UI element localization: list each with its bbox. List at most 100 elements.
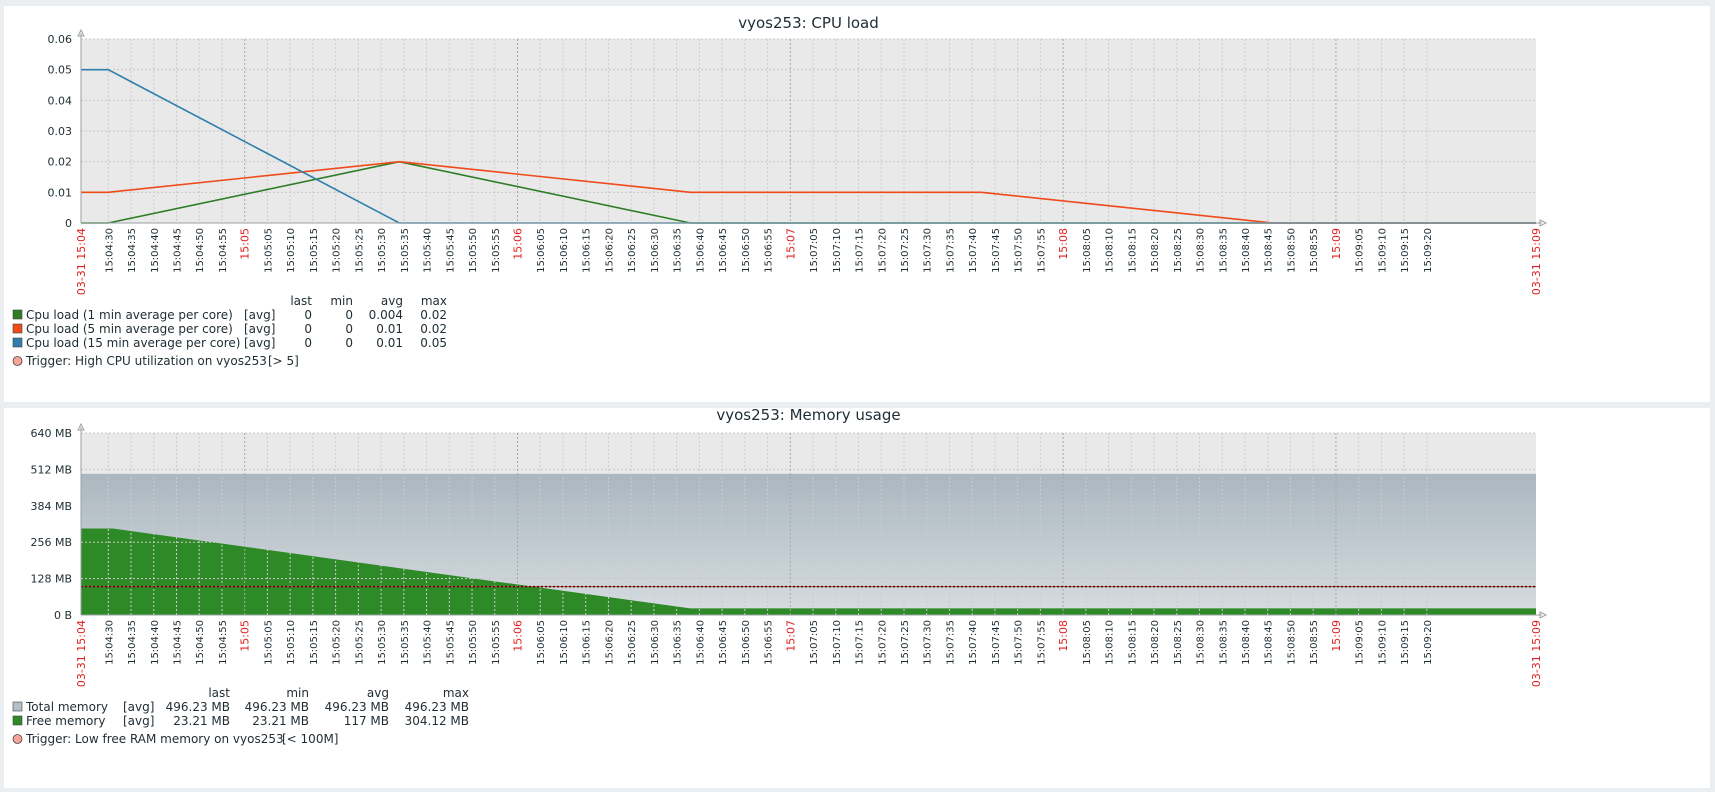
mem-x-tick-label: 15:07:05 — [809, 620, 820, 665]
cpu-x-tick-label: 15:08:55 — [1309, 228, 1320, 273]
mem-chart-title: vyos253: Memory usage — [716, 406, 900, 424]
mem-legend-stat-value: 496.23 MB — [405, 700, 469, 714]
cpu-legend-series-func: [avg] — [244, 322, 275, 336]
cpu-x-tick-label: 15:06:10 — [559, 228, 570, 273]
mem-x-tick-label: 15:05:25 — [354, 620, 365, 665]
cpu-load-graph-panel: vyos253: CPU load 0 0.01 0.02 0.03 0.04 0.05 0.… — [4, 6, 1710, 402]
cpu-x-tick-label: 15:06:05 — [536, 228, 547, 273]
mem-x-tick-label: 15:04:55 — [218, 620, 229, 665]
mem-y-tick-label: 256 MB — [30, 536, 72, 549]
mem-legend-stat-value: 23.21 MB — [252, 714, 309, 728]
cpu-x-tick-label: 15:07:15 — [855, 228, 866, 273]
mem-x-tick-label: 15:08:30 — [1196, 620, 1207, 665]
mem-x-tick-label: 15:08:05 — [1082, 620, 1093, 665]
mem-legend-stat-value: 304.12 MB — [405, 714, 469, 728]
mem-x-tick-label: 15:08:20 — [1150, 620, 1161, 665]
cpu-x-tick-label: 15:06:50 — [741, 228, 752, 273]
mem-legend-series-name: Free memory — [26, 714, 105, 728]
cpu-x-tick-label: 15:08:35 — [1218, 228, 1229, 273]
mem-x-tick-label: 15:05:45 — [445, 620, 456, 665]
cpu-trigger-condition: [> 5] — [268, 354, 299, 368]
mem-x-tick-label: 15:06:30 — [650, 620, 661, 665]
cpu-x-tick-label: 15:07:45 — [991, 228, 1002, 273]
cpu-x-tick-label: 15:06:55 — [764, 228, 775, 273]
mem-x-tick-label: 15:08 — [1057, 620, 1070, 652]
cpu-legend-series-name: Cpu load (15 min average per core) — [26, 336, 240, 350]
cpu-legend-swatch-2 — [12, 337, 23, 348]
cpu-x-tick-label: 15:04:55 — [218, 228, 229, 273]
cpu-x-tick-label: 15:08:25 — [1173, 228, 1184, 273]
mem-x-tick-label: 15:05:30 — [377, 620, 388, 665]
cpu-x-tick-label: 15:07:25 — [900, 228, 911, 273]
mem-x-tick-label: 15:08:35 — [1218, 620, 1229, 665]
cpu-x-tick-label: 15:07:30 — [923, 228, 934, 273]
mem-x-tick-label: 15:06:35 — [673, 620, 684, 665]
mem-legend-swatch-0 — [12, 701, 23, 712]
cpu-x-tick-label: 15:05:20 — [332, 228, 343, 273]
mem-x-tick-label: 15:05:50 — [468, 620, 479, 665]
mem-x-tick-label: 15:07:15 — [855, 620, 866, 665]
mem-x-tick-label: 15:06:20 — [604, 620, 615, 665]
cpu-x-tick-label: 15:04:35 — [127, 228, 138, 273]
cpu-x-edge-label: 03-31 15:09 — [1530, 228, 1543, 295]
cpu-x-tick-label: 15:05:55 — [491, 228, 502, 273]
cpu-x-tick-label: 15:08:15 — [1127, 228, 1138, 273]
cpu-legend-swatch-0 — [12, 309, 23, 320]
mem-y-tick-label: 512 MB — [30, 463, 72, 476]
cpu-x-tick-label: 15:09:20 — [1423, 228, 1434, 273]
cpu-x-tick-label: 15:08 — [1057, 228, 1070, 260]
mem-legend-series-name: Total memory — [25, 700, 108, 714]
memory-usage-chart: vyos253: Memory usage 0 B 128 MB 256 MB 384 … — [12, 406, 1548, 746]
cpu-x-tick-label: 15:05:50 — [468, 228, 479, 273]
mem-x-tick-label: 15:08:50 — [1286, 620, 1297, 665]
mem-area-series-1 — [81, 528, 1536, 615]
mem-x-tick-label: 15:04:30 — [104, 620, 115, 665]
cpu-legend-stat-value: 0.02 — [420, 308, 447, 322]
mem-legend-column-header: avg — [367, 686, 389, 700]
mem-x-tick-label: 15:08:25 — [1173, 620, 1184, 665]
mem-x-tick-label: 15:05:35 — [400, 620, 411, 665]
cpu-x-tick-label: 15:09:05 — [1355, 228, 1366, 273]
cpu-y-tick-label: 0.04 — [48, 94, 73, 107]
cpu-legend-stat-value: 0 — [304, 336, 312, 350]
mem-x-tick-label: 15:06:10 — [559, 620, 570, 665]
mem-x-tick-label: 15:05:15 — [309, 620, 320, 665]
cpu-x-tick-label: 15:09 — [1330, 228, 1343, 260]
mem-legend-stat-value: 23.21 MB — [173, 714, 230, 728]
mem-x-tick-label: 15:09 — [1330, 620, 1343, 652]
cpu-legend-stat-value: 0.004 — [369, 308, 403, 322]
cpu-x-tick-label: 15:04:50 — [195, 228, 206, 273]
mem-trigger-indicator-icon — [12, 734, 23, 744]
cpu-y-tick-label: 0 — [65, 217, 72, 230]
cpu-legend-stat-value: 0 — [304, 322, 312, 336]
mem-legend-stat-value: 496.23 MB — [325, 700, 389, 714]
cpu-x-tick-label: 15:05:35 — [400, 228, 411, 273]
cpu-y-tick-label: 0.01 — [48, 186, 73, 199]
cpu-x-tick-label: 15:04:40 — [150, 228, 161, 273]
cpu-x-tick-label: 15:05:40 — [423, 228, 434, 273]
mem-trigger-label: Trigger: Low free RAM memory on vyos253 — [25, 732, 284, 746]
mem-legend-swatch-1 — [12, 715, 23, 726]
cpu-legend-column-header: min — [330, 294, 353, 308]
mem-y-tick-label: 128 MB — [30, 573, 72, 586]
mem-x-tick-label: 15:06:40 — [695, 620, 706, 665]
cpu-x-tick-label: 15:07:20 — [877, 228, 888, 273]
mem-x-tick-label: 15:07:50 — [1014, 620, 1025, 665]
cpu-y-axis-arrow-icon — [77, 28, 85, 37]
cpu-legend-stat-value: 0.01 — [376, 336, 403, 350]
cpu-legend-series-func: [avg] — [244, 308, 275, 322]
mem-x-tick-label: 15:08:45 — [1264, 620, 1275, 665]
mem-y-axis-arrow-icon — [77, 422, 85, 431]
cpu-x-tick-label: 15:06:30 — [650, 228, 661, 273]
mem-legend-series-func: [avg] — [123, 700, 154, 714]
cpu-x-tick-label: 15:08:05 — [1082, 228, 1093, 273]
cpu-x-tick-label: 15:07:35 — [945, 228, 956, 273]
cpu-y-tick-label: 0.05 — [48, 64, 73, 77]
mem-x-tick-label: 15:07:25 — [900, 620, 911, 665]
mem-legend-column-header: min — [286, 686, 309, 700]
mem-x-tick-label: 15:06:25 — [627, 620, 638, 665]
cpu-legend-series-name: Cpu load (5 min average per core) — [26, 322, 233, 336]
cpu-trigger-indicator-icon — [12, 356, 23, 366]
mem-x-tick-label: 15:06:45 — [718, 620, 729, 665]
mem-x-tick-label: 15:06:50 — [741, 620, 752, 665]
